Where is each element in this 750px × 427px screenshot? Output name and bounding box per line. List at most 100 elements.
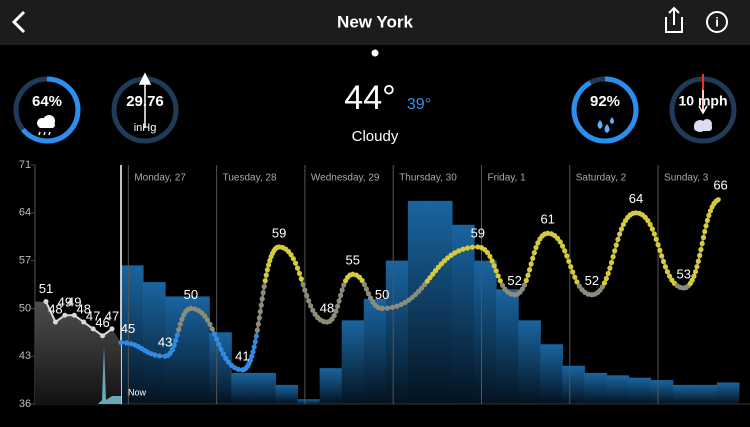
temp-dot [169,347,175,353]
past-dot [52,319,58,325]
header-bar [0,0,750,45]
share-button[interactable] [665,6,683,33]
temp-dot [427,275,433,281]
temp-dot [651,231,657,237]
temp-dot [715,197,721,203]
temp-dot [308,303,314,309]
temp-dot [521,282,528,288]
temp-dot [418,285,425,291]
temp-dot [659,253,665,259]
temp-dot [128,341,134,347]
past-label: 51 [39,281,53,296]
past-dot [90,326,96,332]
y-tick-label: 57 [19,255,31,267]
y-tick-label: 64 [19,207,31,219]
gauge-arc [13,76,81,144]
cloud-bar [385,260,409,404]
temp-label: 64 [629,191,643,206]
cloud-bar [121,265,144,404]
temp-dot [495,273,501,279]
temp-label: 61 [540,212,554,227]
temp-dot [620,221,626,228]
temp-dot [484,249,491,256]
humidity-icon [597,117,614,133]
temp-dot [290,256,296,262]
temp-label: 50 [184,287,198,302]
cloud-bar [496,289,519,404]
temp-dot [526,267,533,273]
temp-dot [574,279,580,285]
back-button[interactable] [11,10,26,34]
temp-dot [559,243,566,249]
temp-dot [572,274,578,280]
temp-label: 52 [507,273,521,288]
day-label: Saturday, 2 [576,173,627,184]
temp-dot [608,259,615,266]
temp-dot [607,265,613,271]
temp-dot [202,313,208,319]
temp-dot [564,253,570,259]
temp-dot [562,248,568,254]
temp-dot [176,326,182,333]
cloud-bar [143,282,166,404]
temp-dot [523,277,529,284]
temp-dot [528,261,534,267]
temp-dot [394,303,400,309]
temp-dot [706,212,712,218]
precip-label: 64% [32,93,62,110]
temp-label: 59 [471,225,485,240]
temp-dot [264,267,270,273]
temp-dot [657,247,663,253]
cloud-bar [540,344,563,404]
temp-dot [255,321,261,327]
temp-dot [519,286,525,292]
day-label: Sunday, 3 [664,173,709,184]
info-button[interactable]: i [706,11,728,33]
temp-dot [655,242,661,248]
temp-dot [612,248,618,254]
temp-dot [697,252,703,259]
temp-dot [207,321,213,327]
temp-dot [530,255,536,261]
temp-dot [157,353,163,359]
temp-dot [298,276,304,282]
temp-dot [452,250,458,256]
wind-arrow [698,90,708,115]
temp-dot [252,339,258,345]
temp-dot [464,245,471,251]
cloud-bar [650,380,674,404]
temp-dot [389,304,395,310]
cloud-bar [716,382,740,404]
temp-dot [218,346,224,352]
temp-dot [260,290,266,296]
temp-dot [398,301,404,308]
past-spike [98,345,121,404]
temp-dot [531,250,537,256]
cloud-bar [187,296,210,404]
temp-dot [177,321,183,327]
temp-dot [525,272,531,278]
day-label: Tuesday, 28 [223,173,277,184]
temp-dot [250,349,256,355]
temp-dot [333,308,339,314]
temp-dot [613,242,619,248]
temp-dot [118,339,124,346]
temp-dot [331,312,337,319]
temp-dot [618,226,625,232]
temp-dot [361,281,367,288]
temp-dot [653,236,659,242]
temp-dot [448,252,454,258]
temp-dot [179,316,185,322]
temp-dot [605,270,611,277]
temp-dot [173,337,179,344]
temp-dot [249,353,255,359]
temperature-dots [118,197,721,373]
cloud-bar [584,372,608,404]
temp-dot [660,258,667,265]
temp-label: 48 [320,300,334,315]
temp-dot [306,298,312,304]
temp-dot [699,240,705,247]
past-label: 49 [58,295,72,310]
past-label: 48 [48,301,62,316]
